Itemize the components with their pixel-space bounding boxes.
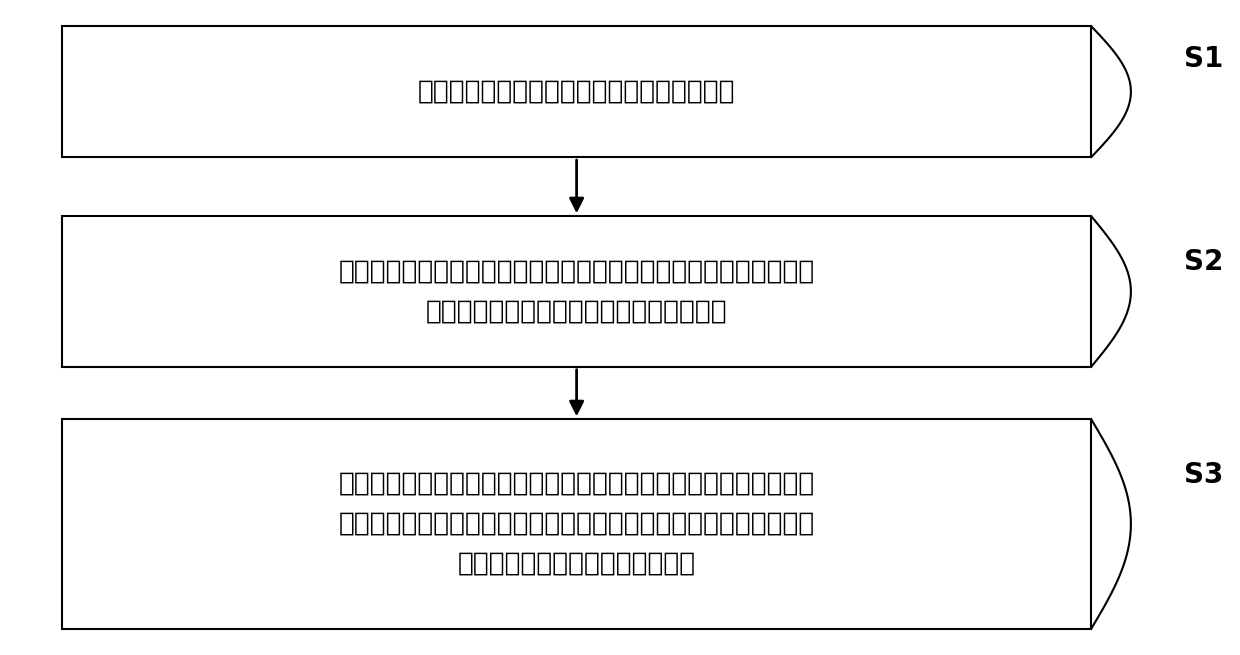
Text: 获取每个温度区间的下限温度所对应的最大允许充电电流和每个温度
区间的上限温度所对应的最大允许充电电流: 获取每个温度区间的下限温度所对应的最大允许充电电流和每个温度 区间的上限温度所对… — [339, 259, 815, 324]
Text: S2: S2 — [1184, 248, 1224, 276]
Bar — [62, 216, 1091, 367]
Text: S3: S3 — [1184, 461, 1224, 489]
Bar — [62, 419, 1091, 629]
Bar — [62, 26, 1091, 157]
Text: S1: S1 — [1184, 45, 1224, 73]
Text: 对每个温度区间的上下限温度所对应的最大允许充电电流分别进行平
滑处理以获得动力电池的充电电流曲线，并根据充电电流曲线获取每
个温度点对应的最大允许充电电流: 对每个温度区间的上下限温度所对应的最大允许充电电流分别进行平 滑处理以获得动力电… — [339, 471, 815, 577]
Text: 将动力电池的温度划分为多个连续的温度区间: 将动力电池的温度划分为多个连续的温度区间 — [418, 79, 735, 105]
